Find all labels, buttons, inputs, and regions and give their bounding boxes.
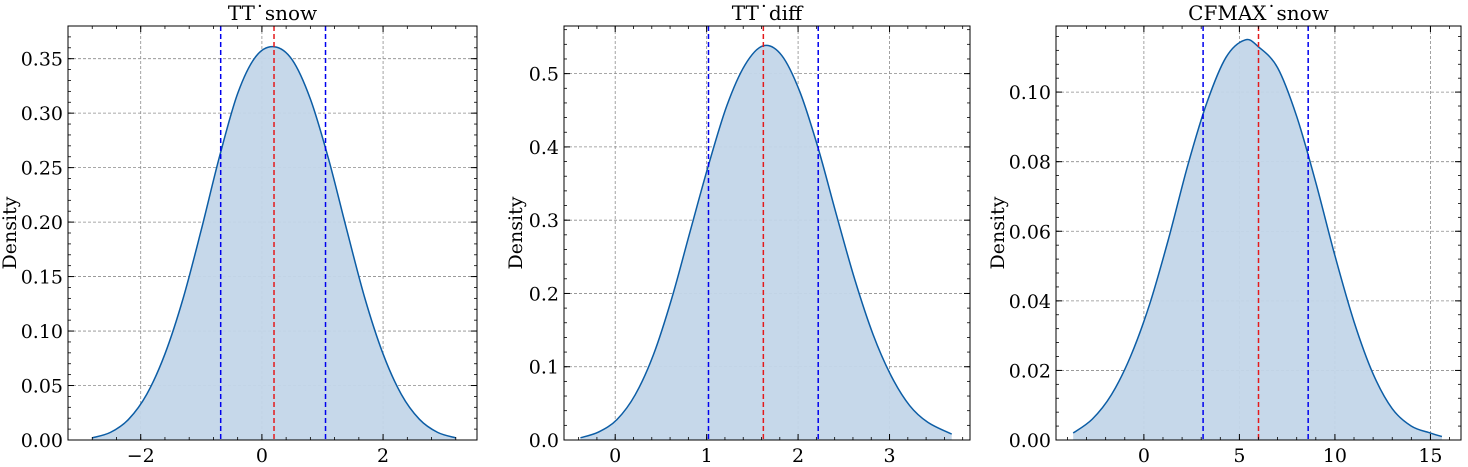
panel-3-xtick-label-1: 5 xyxy=(1233,445,1245,467)
panel-3-ytick-label-2: 0.04 xyxy=(1009,291,1051,313)
panel-3-title: CFMAX˙snow xyxy=(1188,1,1329,25)
panel-1-ytick-label-5: 0.25 xyxy=(21,158,63,180)
panel-2-xtick-label-2: 2 xyxy=(792,445,804,467)
panel-1-ytick-label-7: 0.35 xyxy=(21,49,63,71)
panel-1: −2 0 2 0.00 0.05 0.10 0.15 0.20 0.25 0.30 0.35 TT˙… xyxy=(0,1,478,467)
panel-1-ytick-label-6: 0.30 xyxy=(21,103,63,125)
panel-1-ylabel: Density xyxy=(0,196,21,269)
panel-1-title: TT˙snow xyxy=(228,1,317,25)
panel-1-xtick-label-2: 2 xyxy=(377,445,389,467)
panel-1-ytick-label-2: 0.10 xyxy=(21,321,63,343)
panel-1-ytick-label-1: 0.05 xyxy=(21,376,63,398)
panel-2-title: TT˙diff xyxy=(732,1,804,25)
panel-1-xtick-label-0: −2 xyxy=(127,445,155,467)
panel-1-vlines xyxy=(219,26,327,440)
panel-3-ytick-label-3: 0.06 xyxy=(1009,221,1051,243)
panel-1-ticks: −2 0 2 0.00 0.05 0.10 0.15 0.20 0.25 0.30 0.35 xyxy=(21,25,477,467)
panel-3-density-area xyxy=(1072,38,1443,441)
panel-2-ytick-label-1: 0.1 xyxy=(529,357,559,379)
panel-2-ticks: 0 1 2 3 0.0 0.1 0.2 0.3 0.4 0.5 xyxy=(529,26,970,467)
panel-3-xtick-label-0: 0 xyxy=(1138,445,1150,467)
panel-3-ticks: 0 5 10 15 0.00 0.02 0.04 0.06 0.08 0.10 xyxy=(1009,26,1461,467)
panel-3: 0 5 10 15 0.00 0.02 0.04 0.06 0.08 0.10 CFMAX˙sno… xyxy=(987,1,1462,467)
panel-1-xtick-label-1: 0 xyxy=(256,445,268,467)
panel-2-ytick-label-0: 0.0 xyxy=(529,430,559,452)
panel-2-ytick-label-2: 0.2 xyxy=(529,283,559,305)
panel-1-ytick-label-3: 0.15 xyxy=(21,267,63,289)
panel-2-xtick-label-0: 0 xyxy=(609,445,621,467)
panel-3-ytick-label-4: 0.08 xyxy=(1009,152,1051,174)
panel-2-vlines xyxy=(707,26,819,440)
panel-2-axes-frame xyxy=(563,25,971,441)
panel-2-xtick-label-1: 1 xyxy=(701,445,713,467)
panel-1-ytick-label-4: 0.20 xyxy=(21,212,63,234)
panel-3-ytick-label-5: 0.10 xyxy=(1009,82,1051,104)
panel-2-ytick-label-5: 0.5 xyxy=(529,64,559,86)
panel-2-ytick-label-4: 0.4 xyxy=(529,137,559,159)
panel-3-ytick-label-0: 0.00 xyxy=(1009,430,1051,452)
panel-3-vlines xyxy=(1202,26,1309,440)
panel-2-density-fill xyxy=(580,45,952,440)
panel-2-density-area xyxy=(580,44,953,440)
panel-3-xtick-label-3: 15 xyxy=(1418,445,1442,467)
panel-1-ytick-label-0: 0.00 xyxy=(21,430,63,452)
panel-3-xtick-label-2: 10 xyxy=(1323,445,1347,467)
panel-3-ytick-label-1: 0.02 xyxy=(1009,360,1051,382)
panel-3-ylabel: Density xyxy=(987,196,1009,269)
panel-2-ytick-label-3: 0.3 xyxy=(529,210,559,232)
panel-2-ylabel: Density xyxy=(505,196,527,269)
panel-2: 0 1 2 3 0.0 0.1 0.2 0.3 0.4 0.5 TT˙diff Density xyxy=(505,1,971,467)
panel-2-frame xyxy=(563,25,971,441)
panel-3-density-fill xyxy=(1073,39,1442,441)
panel-2-xtick-label-3: 3 xyxy=(883,445,895,467)
